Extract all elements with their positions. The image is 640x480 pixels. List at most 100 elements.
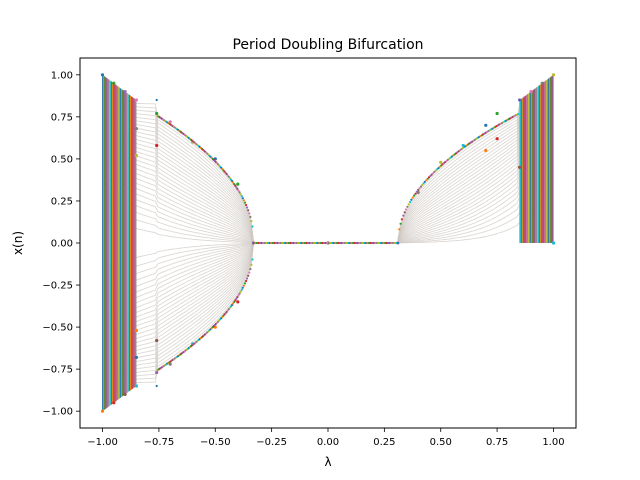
data-point (134, 153, 138, 158)
attractor-point (423, 180, 426, 183)
attractor-point (270, 241, 273, 245)
attractor-point (347, 241, 350, 245)
attractor-point (283, 241, 286, 245)
data-bands (102, 74, 554, 412)
attractor-point (245, 203, 248, 207)
data-point (484, 123, 488, 127)
attractor-point (234, 184, 237, 187)
attractor-point (517, 112, 520, 116)
attractor-point (258, 241, 262, 245)
attractor-point (407, 203, 410, 206)
y-tick-label: −1.00 (42, 407, 73, 418)
attractor-point (251, 225, 254, 228)
attractor-point (403, 211, 406, 214)
attractor-point (236, 187, 239, 190)
attractor-point (289, 241, 292, 245)
attractor-point (388, 241, 391, 245)
data-point (155, 143, 159, 148)
attractor-point (402, 214, 405, 217)
attractor-point (243, 282, 247, 285)
attractor-point (382, 241, 385, 245)
attractor-point (361, 241, 364, 245)
attractor-point (356, 241, 359, 245)
attractor-point (287, 241, 290, 245)
attractor-point (250, 263, 253, 266)
attractor-point (418, 187, 421, 190)
x-tick-label: 0.50 (430, 437, 452, 448)
attractor-point (355, 241, 358, 245)
attractor-point (241, 197, 244, 200)
attractor-point (303, 241, 306, 245)
attractor-point (242, 199, 245, 202)
y-tick-label: 1.00 (51, 70, 73, 81)
attractor-point (422, 182, 425, 185)
attractor-point (379, 241, 382, 245)
attractor-point (237, 189, 240, 192)
attractor-point (339, 241, 342, 245)
attractor-point (429, 174, 432, 178)
attractor-point (353, 241, 356, 245)
attractor-point (239, 193, 242, 196)
y-tick-label: −0.75 (42, 365, 73, 376)
attractor-point (260, 241, 263, 245)
attractor-point (393, 241, 396, 245)
attractor-point (297, 241, 300, 245)
attractor-point (318, 241, 321, 245)
attractor-point (247, 209, 250, 212)
attractor-point (246, 277, 249, 280)
attractor-point (232, 302, 235, 305)
attractor-point (308, 241, 311, 245)
attractor-point (247, 274, 250, 277)
attractor-point (396, 241, 399, 245)
attractor-point (323, 241, 326, 245)
y-tick-label: 0.50 (51, 154, 73, 165)
attractor-point (279, 241, 282, 245)
attractor-point (345, 241, 348, 245)
attractor-point (238, 292, 241, 295)
attractor-point (235, 297, 238, 300)
attractor-point (232, 181, 235, 184)
y-axis-label: x(n) (11, 231, 25, 255)
y-tick-label: 0.75 (51, 112, 73, 123)
attractor-point (155, 98, 158, 102)
x-axis-ticks: −1.00 −0.75 −0.50 −0.25 0.00 0.25 0.50 0.75 1.00 (87, 428, 565, 448)
attractor-point (398, 228, 401, 231)
attractor-point (430, 173, 433, 176)
data-point (495, 137, 499, 141)
data-point (155, 370, 159, 375)
data-point (112, 401, 116, 405)
attractor-point (331, 241, 334, 245)
attractor-point (426, 177, 429, 180)
attractor-point (255, 241, 258, 245)
attractor-point (234, 299, 237, 302)
attractor-point (307, 241, 310, 245)
attractor-point (380, 241, 383, 245)
data-point (155, 111, 159, 116)
attractor-point (415, 190, 418, 193)
attractor-point (385, 241, 388, 245)
attractor-point (351, 241, 355, 245)
attractor-point (311, 241, 314, 245)
attractor-point (273, 241, 276, 245)
x-tick-label: −0.25 (256, 437, 287, 448)
attractor-point (409, 200, 412, 204)
data-point (551, 241, 556, 245)
y-tick-label: −0.50 (42, 323, 73, 334)
attractor-point (241, 286, 244, 289)
attractor-point (334, 241, 337, 245)
attractor-point (294, 241, 297, 245)
data-point (529, 90, 533, 94)
attractor-point (399, 222, 402, 225)
attractor-point (243, 201, 247, 204)
attractor-point (400, 218, 403, 221)
x-tick-label: −0.75 (144, 437, 175, 448)
attractor-point (329, 241, 332, 245)
data-point (134, 384, 138, 388)
attractor-point (284, 241, 287, 245)
attractor-point (342, 241, 345, 245)
attractor-point (321, 241, 324, 245)
data-point (484, 148, 488, 153)
attractor-point (274, 241, 278, 245)
data-point (100, 409, 105, 413)
attractor-point (299, 241, 302, 245)
